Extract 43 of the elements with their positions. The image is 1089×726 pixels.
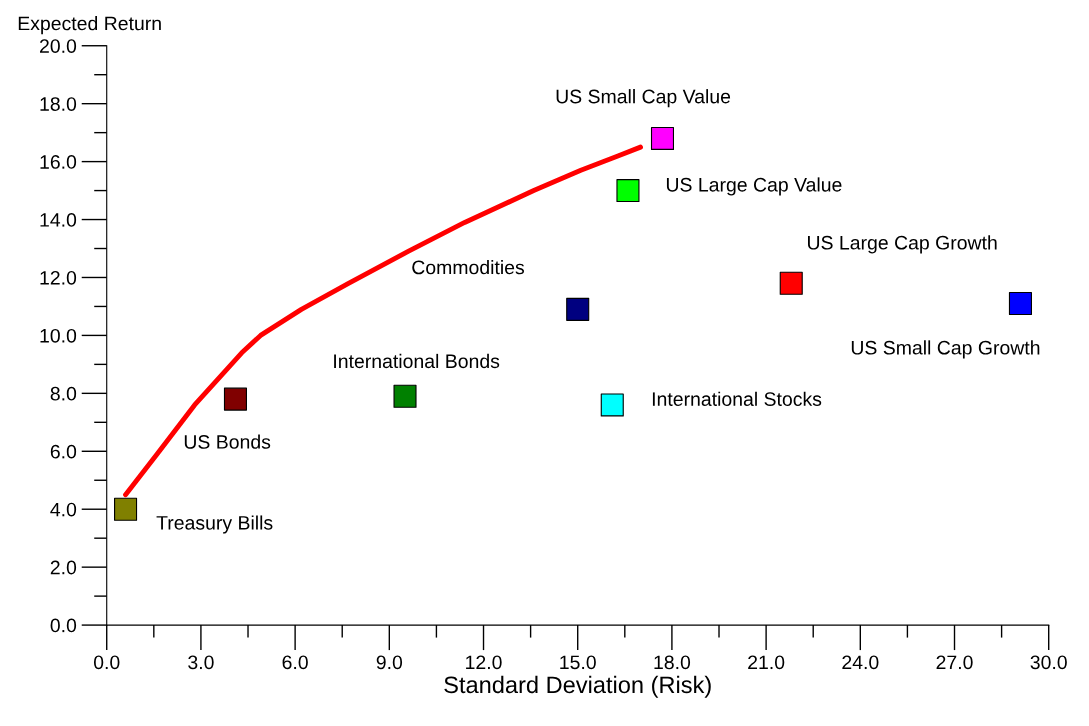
point xyxy=(223,387,247,411)
point xyxy=(779,271,803,295)
x-tick-label: 21.0 xyxy=(748,655,785,670)
y-tick-label: 8.0 xyxy=(50,386,77,401)
y-tick-label: 4.0 xyxy=(50,502,77,517)
y-tick-label: 20.0 xyxy=(40,39,77,53)
series-label: International Stocks xyxy=(652,391,822,406)
series-label: US Bonds xyxy=(184,434,271,449)
x-tick-label: 18.0 xyxy=(654,655,691,670)
line-series xyxy=(123,144,643,498)
x-tick-label: 27.0 xyxy=(936,655,973,670)
point xyxy=(566,297,590,321)
y-tick-label: 0.0 xyxy=(50,618,77,633)
y-tick-label: 16.0 xyxy=(40,155,77,169)
x-tick-label: 24.0 xyxy=(842,655,879,670)
y-tick-label: 14.0 xyxy=(40,213,77,227)
x-tick-label: 0.0 xyxy=(93,655,120,670)
series-label: Treasury Bills xyxy=(156,515,273,534)
x-tick-label: 3.0 xyxy=(188,655,214,670)
y-tick-label: 12.0 xyxy=(40,270,77,285)
point xyxy=(1008,292,1032,316)
y-tick-label: 2.0 xyxy=(50,560,77,575)
point xyxy=(393,384,417,408)
x-axis-title: Standard Deviation (Risk) xyxy=(444,675,711,698)
series-label: US Large Cap Growth xyxy=(808,235,997,254)
point xyxy=(616,179,640,203)
y-axis-title: Expected Return xyxy=(18,16,161,35)
y-tick-label: 18.0 xyxy=(40,97,77,111)
point xyxy=(114,497,138,521)
series-label: US Small Cap Value xyxy=(556,89,731,108)
text: Commodities xyxy=(412,260,525,275)
y-tick-label: 10.0 xyxy=(40,328,77,343)
series-label: US Large Cap Value xyxy=(666,177,842,196)
series-label: International Bonds xyxy=(334,353,500,369)
point xyxy=(600,393,624,417)
x-tick-label: 12.0 xyxy=(466,655,502,670)
point xyxy=(650,126,675,150)
x-tick-label: 30.0 xyxy=(1030,655,1067,670)
x-tick-label: 9.0 xyxy=(376,655,403,670)
x-tick-label: 15.0 xyxy=(560,655,596,670)
y-tick-label: 6.0 xyxy=(50,444,77,459)
series-label: US Small Cap Growth xyxy=(851,340,1040,359)
x-tick-label: 6.0 xyxy=(282,655,308,670)
